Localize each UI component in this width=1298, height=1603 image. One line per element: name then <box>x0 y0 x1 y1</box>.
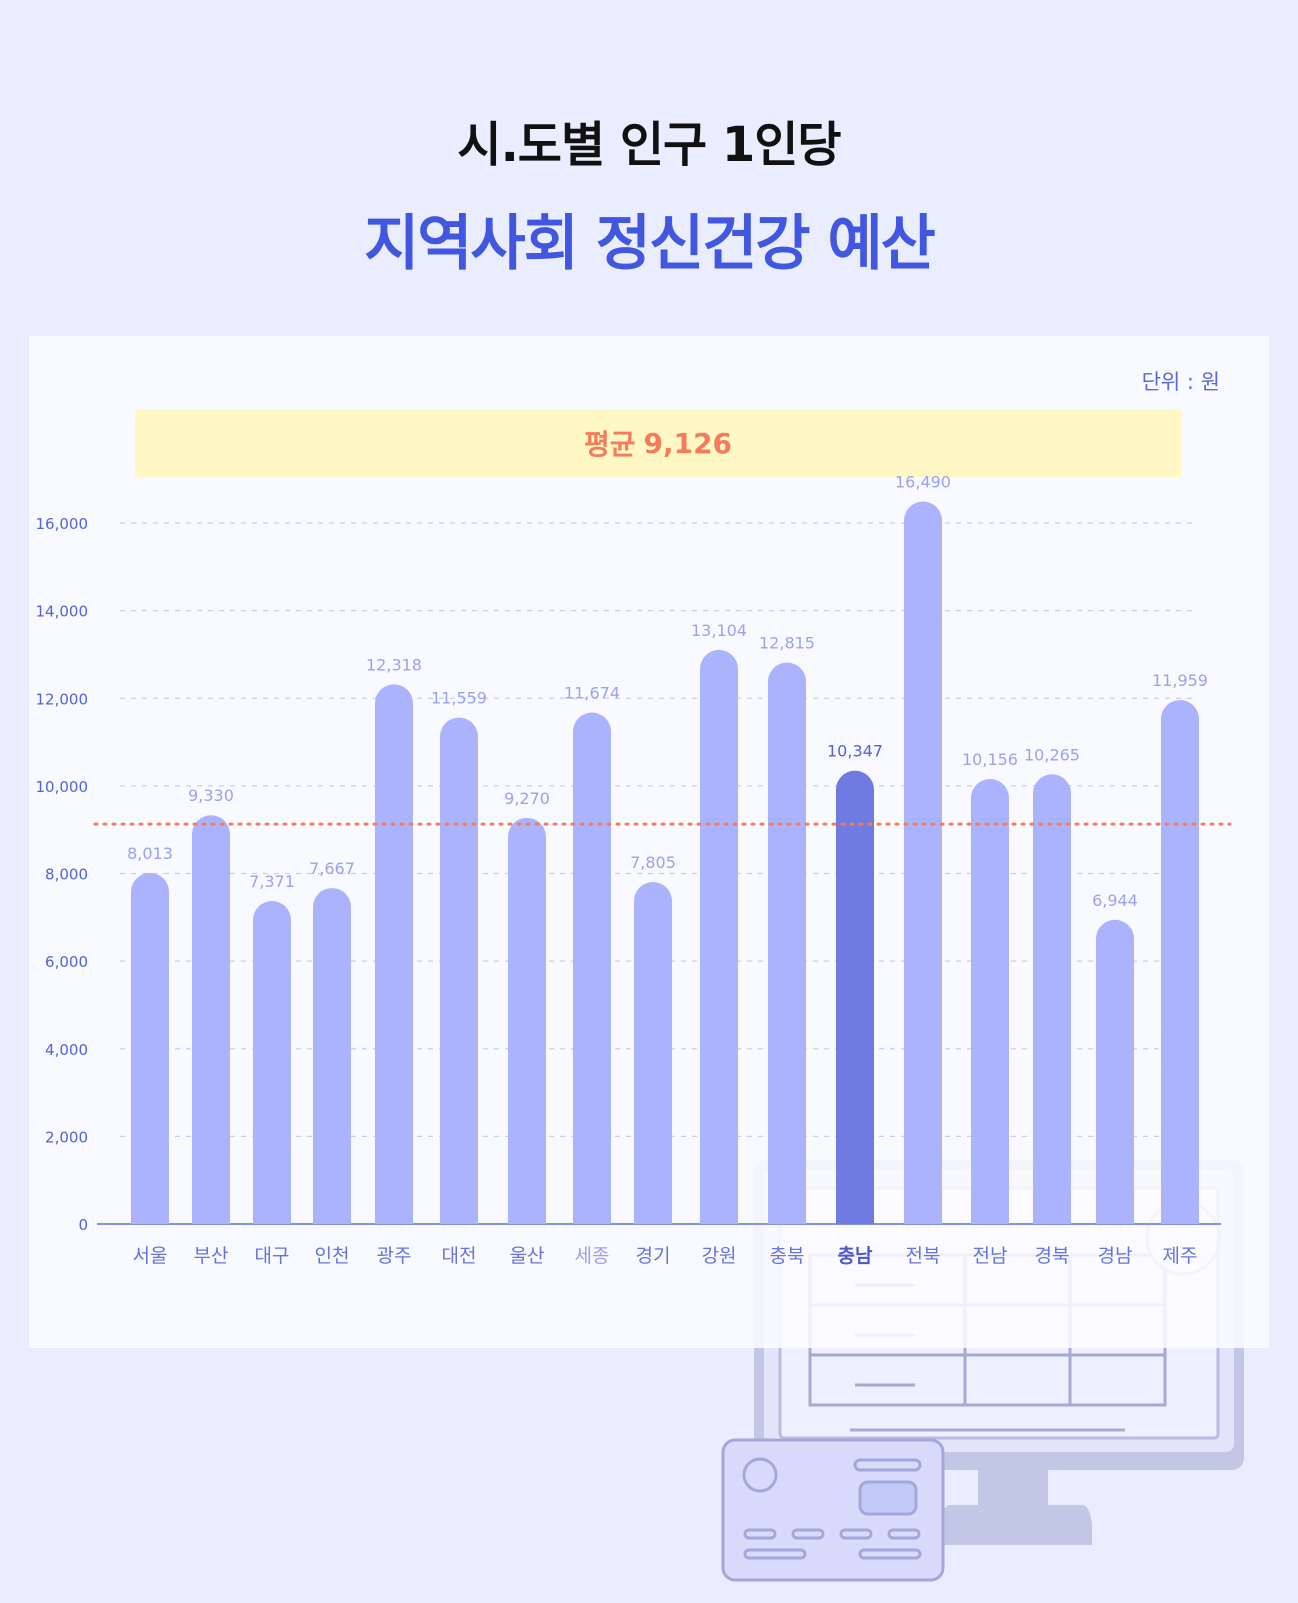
card-icon <box>721 1438 945 1582</box>
bar <box>768 662 806 1224</box>
data-label: 10,347 <box>827 742 883 761</box>
title-line2: 지역사회 정신건강 예산 <box>364 209 936 279</box>
y-tick-label: 14,000 <box>36 603 89 621</box>
y-tick-label: 12,000 <box>36 690 89 708</box>
x-tick-label: 제주 <box>1163 1245 1198 1267</box>
average-value: 9,126 <box>643 426 733 460</box>
data-label: 11,674 <box>564 684 620 703</box>
data-label: 9,330 <box>188 786 234 805</box>
bar <box>253 901 291 1224</box>
x-tick-label: 충북 <box>770 1245 805 1267</box>
bar <box>971 779 1009 1224</box>
data-label: 6,944 <box>1092 891 1138 910</box>
data-label: 8,013 <box>127 844 173 863</box>
data-label: 12,318 <box>366 655 422 674</box>
bar <box>508 817 546 1224</box>
data-label: 16,490 <box>895 473 951 492</box>
data-label: 13,104 <box>691 621 747 640</box>
x-tick-label: 광주 <box>377 1245 412 1267</box>
y-tick-label: 10,000 <box>36 778 89 796</box>
x-tick-label: 충남 <box>838 1245 873 1267</box>
bar <box>192 815 230 1224</box>
data-label: 11,959 <box>1152 671 1208 690</box>
bar <box>634 882 672 1224</box>
data-label: 11,559 <box>431 689 487 708</box>
y-tick-label: 2,000 <box>45 1128 88 1146</box>
average-label: 평균 <box>583 428 636 461</box>
x-tick-label: 울산 <box>510 1245 545 1267</box>
bar <box>700 649 738 1224</box>
data-label: 7,667 <box>309 859 355 878</box>
y-tick-label: 8,000 <box>45 866 88 884</box>
x-tick-label: 전북 <box>906 1245 941 1267</box>
x-tick-label: 인천 <box>315 1245 350 1267</box>
unit-label: 단위 : 원 <box>1141 370 1220 394</box>
x-tick-label: 대구 <box>255 1245 290 1267</box>
bar <box>573 712 611 1224</box>
bar <box>904 501 942 1224</box>
bar <box>313 888 351 1224</box>
x-tick-label: 경북 <box>1035 1245 1070 1267</box>
y-tick-label: 6,000 <box>45 953 88 971</box>
y-tick-label: 4,000 <box>45 1041 88 1059</box>
y-tick-label: 0 <box>78 1216 88 1234</box>
bar <box>131 872 169 1224</box>
x-tick-label: 경남 <box>1098 1245 1133 1267</box>
bar <box>375 684 413 1224</box>
x-tick-label: 대전 <box>442 1245 477 1267</box>
bar <box>1033 774 1071 1224</box>
x-tick-label: 부산 <box>194 1245 229 1267</box>
x-tick-label: 경기 <box>636 1245 671 1267</box>
data-label: 10,156 <box>962 750 1018 769</box>
data-label: 7,371 <box>249 872 295 891</box>
x-tick-label: 전남 <box>973 1245 1008 1267</box>
data-label: 10,265 <box>1024 745 1080 764</box>
x-tick-label: 강원 <box>702 1245 737 1267</box>
bar <box>1096 919 1134 1224</box>
average-banner: 평균 9,126 <box>135 409 1181 477</box>
y-tick-label: 16,000 <box>36 515 89 533</box>
x-tick-label: 세종 <box>575 1245 610 1267</box>
title-line1: 시.도별 인구 1인당 <box>457 117 841 173</box>
data-label: 9,270 <box>504 789 550 808</box>
bar <box>836 770 874 1224</box>
bar <box>440 717 478 1224</box>
data-label: 12,815 <box>759 634 815 653</box>
bar <box>1161 700 1199 1224</box>
x-tick-label: 서울 <box>133 1245 168 1267</box>
data-label: 7,805 <box>630 853 676 872</box>
